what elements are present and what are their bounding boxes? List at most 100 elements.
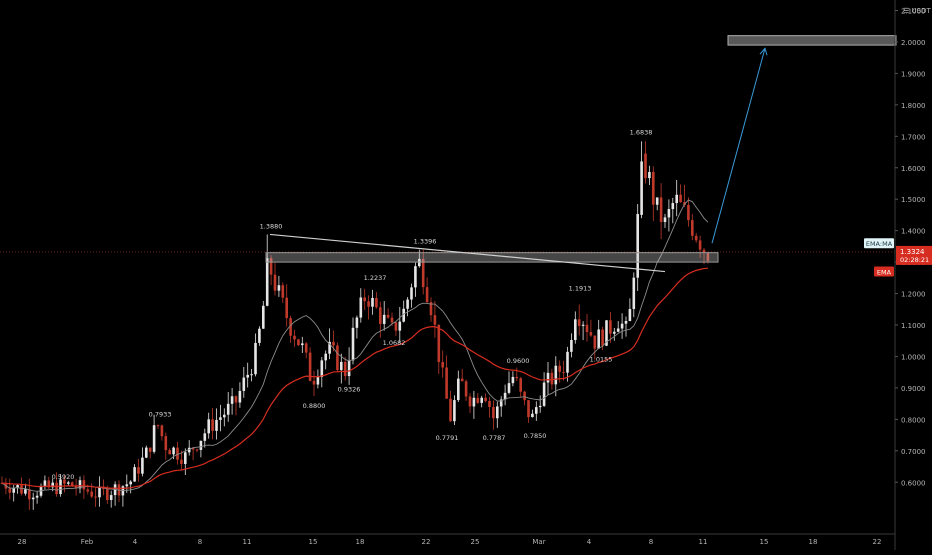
candle-body	[289, 318, 292, 336]
candle-body	[363, 297, 366, 302]
candle-body	[156, 425, 160, 427]
price-annotation: 0.7850	[524, 432, 547, 440]
candle-body	[414, 266, 417, 288]
price-annotation: 0.9600	[507, 357, 530, 365]
x-tick-label: 8	[198, 538, 202, 546]
candle-body	[644, 153, 647, 179]
candle-body	[106, 489, 109, 500]
candle-body	[527, 400, 530, 418]
price-annotation: 0.9326	[338, 386, 361, 394]
candle-body	[371, 297, 374, 307]
candle-body	[472, 397, 476, 407]
candle-body	[180, 459, 183, 464]
candle-body	[223, 414, 226, 418]
x-tick-label: 4	[587, 538, 592, 546]
price-annotation: 1.2237	[364, 274, 387, 282]
candle-body	[31, 497, 35, 500]
ma-line	[1, 199, 709, 492]
candle-body	[234, 396, 238, 403]
candle-body	[195, 449, 199, 451]
candle-body	[449, 398, 452, 422]
candle-body	[546, 372, 550, 383]
candle-body	[211, 419, 214, 431]
candle-body	[671, 203, 675, 210]
candle-body	[515, 376, 519, 379]
price-annotation: 1.0155	[590, 356, 613, 364]
candle-body	[316, 376, 320, 385]
target-zone	[727, 35, 897, 46]
y-tick-label: 0.9000	[901, 385, 926, 393]
candle-body	[285, 297, 288, 319]
candle-body	[492, 406, 495, 419]
ema-ma-label-bg	[864, 238, 894, 249]
candle-body	[538, 405, 542, 408]
candle-body	[441, 362, 444, 368]
candle-body	[258, 328, 261, 343]
candles-layer	[0, 141, 710, 511]
x-tick-label: 22	[422, 538, 431, 546]
candle-body	[566, 351, 569, 373]
candle-body	[16, 485, 19, 489]
candle-body	[624, 321, 628, 324]
candle-body	[176, 447, 179, 460]
candle-body	[484, 397, 487, 401]
candle-body	[687, 205, 690, 221]
candle-body	[648, 171, 651, 179]
candle-body	[265, 258, 269, 306]
price-annotation: 0.5920	[52, 473, 75, 481]
support-zone	[265, 252, 719, 263]
candle-body	[558, 365, 561, 372]
y-tick-label: 1.2000	[901, 291, 926, 299]
candle-body	[519, 378, 522, 392]
candle-body	[301, 343, 304, 346]
candle-body	[480, 397, 483, 403]
candle-body	[585, 324, 589, 333]
price-annotation: 0.7787	[483, 434, 506, 442]
candle-body	[679, 194, 682, 203]
candle-body	[367, 301, 370, 307]
candle-body	[570, 340, 573, 352]
annotations-layer: 0.5920 0.7933 1.3880 0.8800 0.9326 1.2237 1.06…	[52, 128, 653, 480]
y-tick-label: 1.0000	[901, 353, 926, 361]
candle-body	[496, 406, 499, 419]
candle-body	[574, 319, 577, 341]
candle-body	[550, 372, 554, 385]
candle-body	[74, 486, 78, 489]
y-tick-label: 1.8000	[901, 102, 926, 110]
candle-body	[445, 367, 448, 399]
candle-body	[640, 161, 643, 215]
x-tick-label: 11	[699, 538, 708, 546]
candle-body	[511, 376, 515, 384]
ema-ma-label: EMA:MA	[866, 240, 893, 248]
candle-body	[453, 400, 456, 422]
candle-body	[215, 419, 218, 431]
x-tick-label: 15	[309, 538, 318, 546]
x-tick-label: 15	[760, 538, 769, 546]
projection-arrowhead	[759, 47, 768, 56]
candle-body	[109, 495, 113, 500]
candle-body	[636, 214, 639, 278]
candle-body	[379, 307, 382, 324]
candle-body	[503, 392, 507, 400]
candle-body	[531, 413, 534, 418]
candle-body	[382, 314, 386, 324]
candle-body	[343, 361, 347, 377]
x-tick-label: 4	[133, 538, 138, 546]
candle-body	[281, 285, 285, 298]
candle-body	[207, 419, 210, 434]
candle-body	[476, 397, 480, 403]
projection-arrow	[711, 48, 766, 244]
candle-body	[375, 297, 378, 308]
candle-body	[351, 327, 355, 361]
candle-body	[406, 299, 409, 309]
candle-body	[390, 317, 394, 323]
y-tick-label: 0.8000	[901, 416, 926, 424]
candle-body	[125, 484, 129, 487]
candle-body	[437, 324, 441, 363]
candle-body	[324, 353, 327, 361]
price-annotation: 0.8800	[303, 402, 326, 410]
x-tick-label: 8	[649, 538, 653, 546]
candle-body	[90, 491, 93, 497]
candle-body	[238, 390, 242, 403]
